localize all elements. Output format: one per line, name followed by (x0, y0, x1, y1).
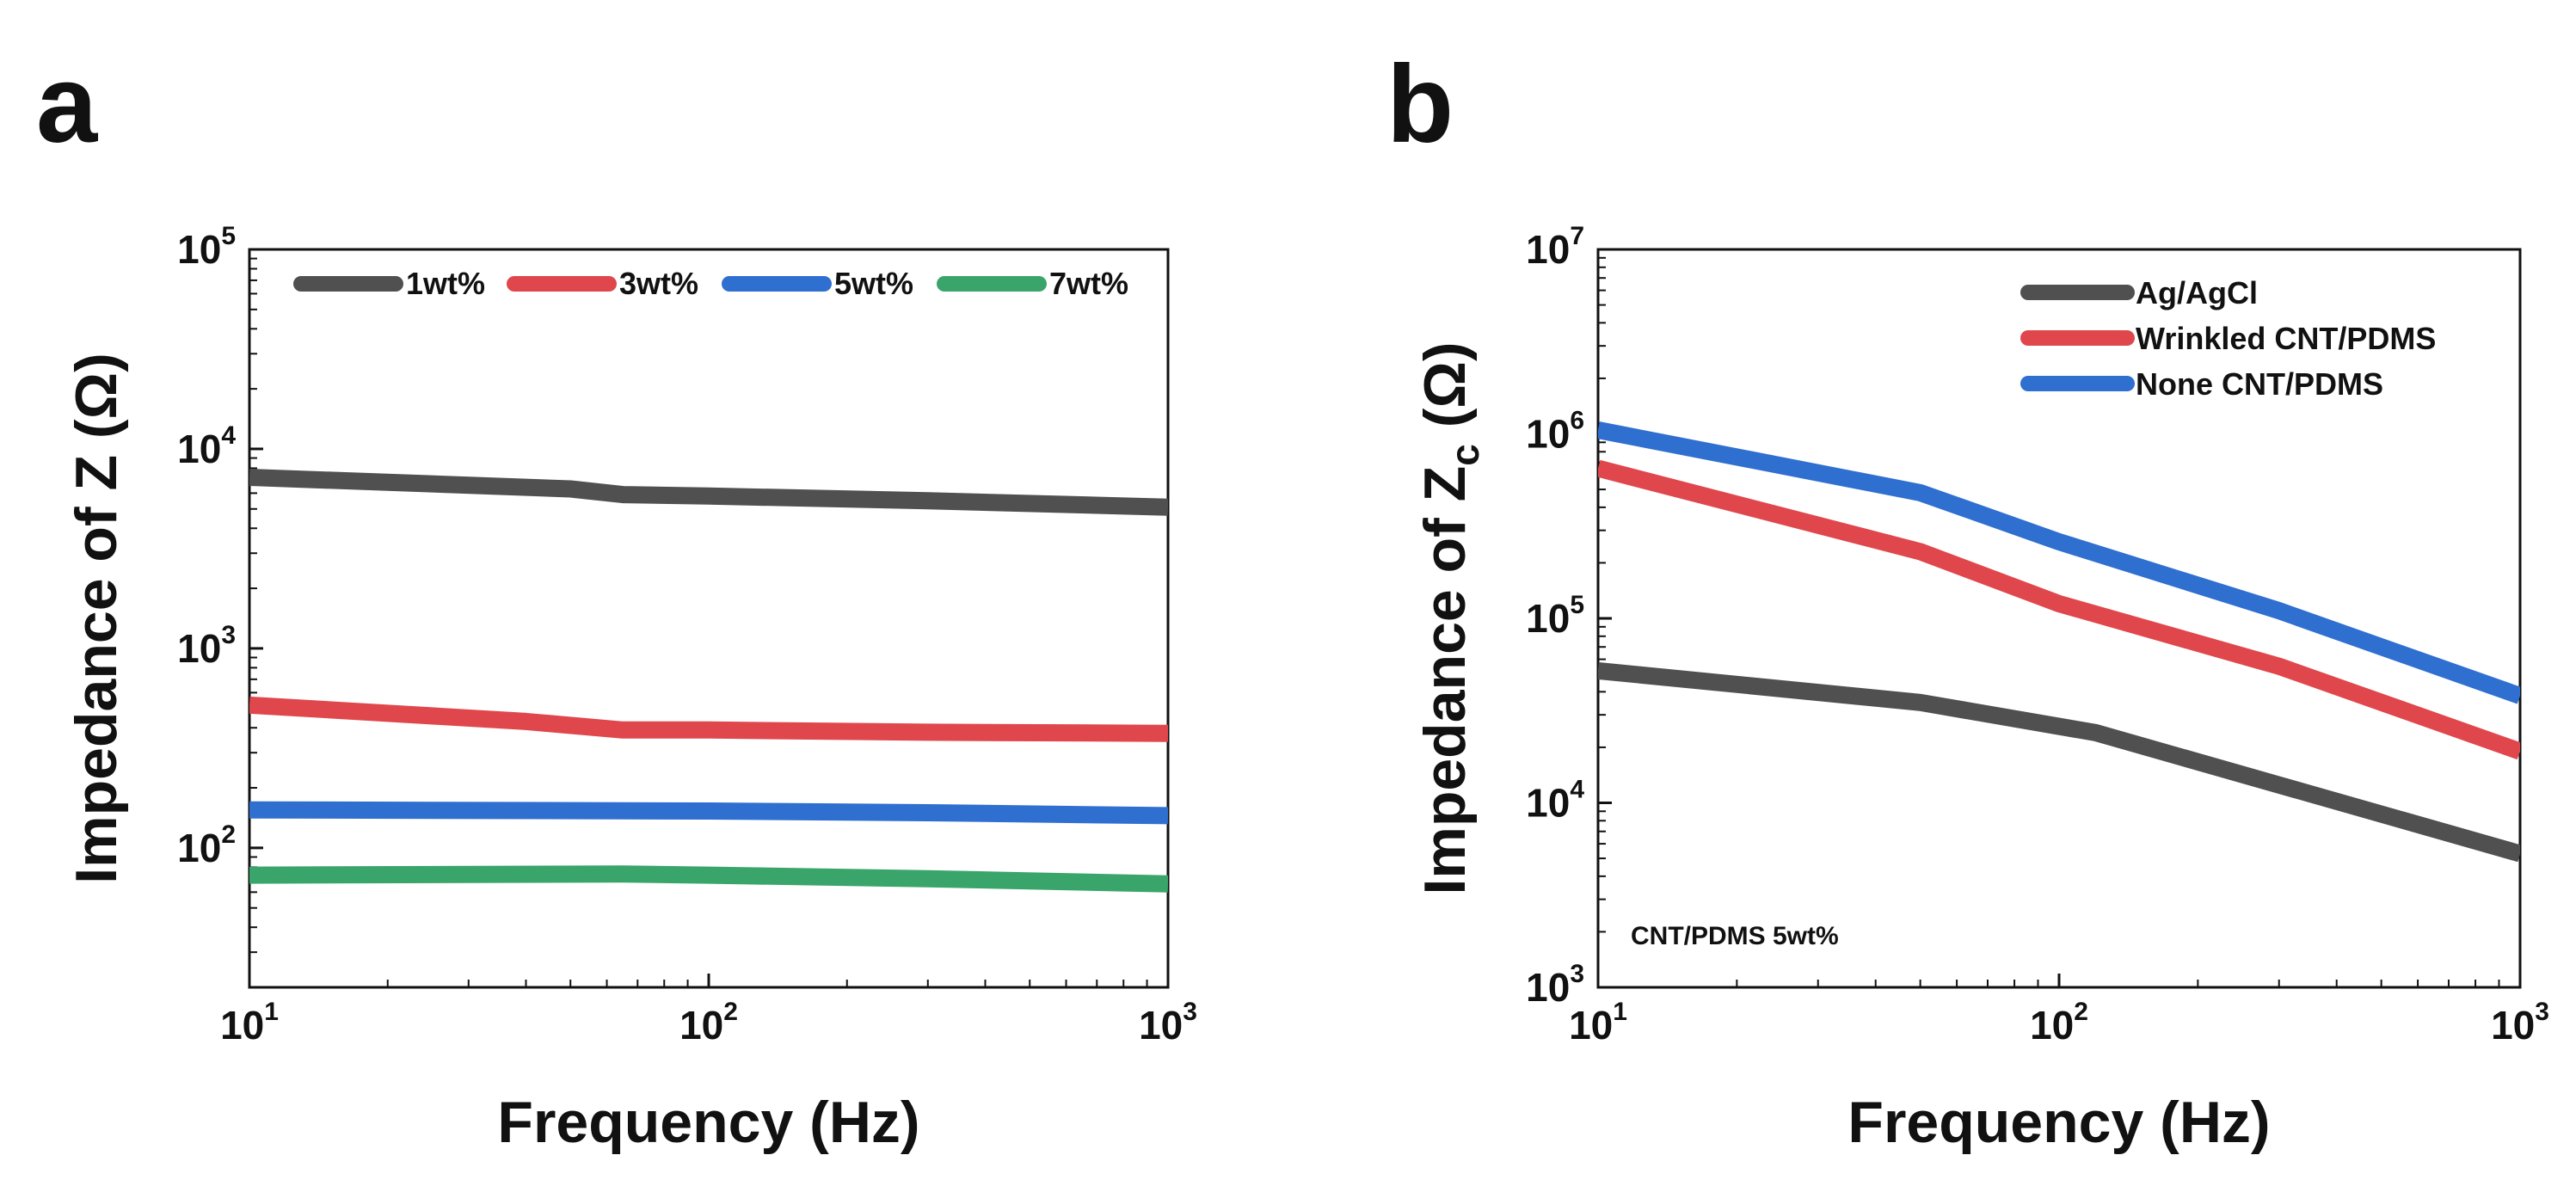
x-tick-label: 101 (220, 998, 279, 1048)
legend-label: Ag/AgCl (2136, 275, 2258, 310)
legend-label: Wrinkled CNT/PDMS (2136, 321, 2436, 356)
series-line-1wt- (249, 469, 1168, 516)
series-line-7wt- (249, 865, 1168, 893)
series-line-ag-agcl (1598, 661, 2520, 863)
series-line-wrinkled-cnt-pdms (1598, 459, 2520, 760)
x-tick-label: 102 (2030, 998, 2088, 1048)
y-tick-label: 104 (177, 421, 236, 471)
legend-label: None CNT/PDMS (2136, 366, 2383, 402)
legend-label: 7wt% (1049, 266, 1128, 301)
legend-label: 1wt% (406, 266, 485, 301)
y-tick-label: 105 (1526, 591, 1584, 641)
y-tick-label: 104 (1526, 776, 1584, 826)
panel-letter: a (36, 43, 98, 166)
y-tick-label: 103 (1526, 960, 1584, 1010)
x-tick-label: 103 (2491, 998, 2549, 1048)
y-tick-label: 107 (1526, 222, 1584, 272)
series-line-3wt- (249, 696, 1168, 742)
y-axis-label: Impedance of Zc (Ω) (1412, 341, 1487, 894)
legend-label: 3wt% (619, 266, 698, 301)
x-tick-label: 102 (679, 998, 738, 1048)
y-tick-label: 105 (177, 222, 236, 272)
legend-label: 5wt% (834, 266, 913, 301)
plot-frame (1596, 248, 2522, 989)
annotation-label: CNT/PDMS 5wt% (1631, 922, 1839, 950)
y-tick-label: 106 (1526, 407, 1584, 457)
series-line-none-cnt-pdms (1598, 421, 2520, 704)
x-tick-label: 101 (1569, 998, 1627, 1048)
x-axis-label: Frequency (Hz) (497, 1090, 919, 1155)
panel-letter: b (1386, 43, 1454, 166)
chart-panel-a: a 101 102 103 102 103 104 105 Frequency (Hz) Impe… (36, 43, 1197, 1155)
series-line-5wt- (249, 801, 1168, 825)
x-axis-label: Frequency (Hz) (1847, 1090, 2270, 1155)
chart-panel-b: b 101 102 103 103 104 105 106 107 Frequency (Hz) I… (1386, 43, 2549, 1155)
y-tick-label: 102 (177, 820, 236, 870)
y-tick-label: 103 (177, 621, 236, 671)
x-tick-label: 103 (1139, 998, 1197, 1048)
y-axis-label: Impedance of Z (Ω) (64, 353, 129, 883)
